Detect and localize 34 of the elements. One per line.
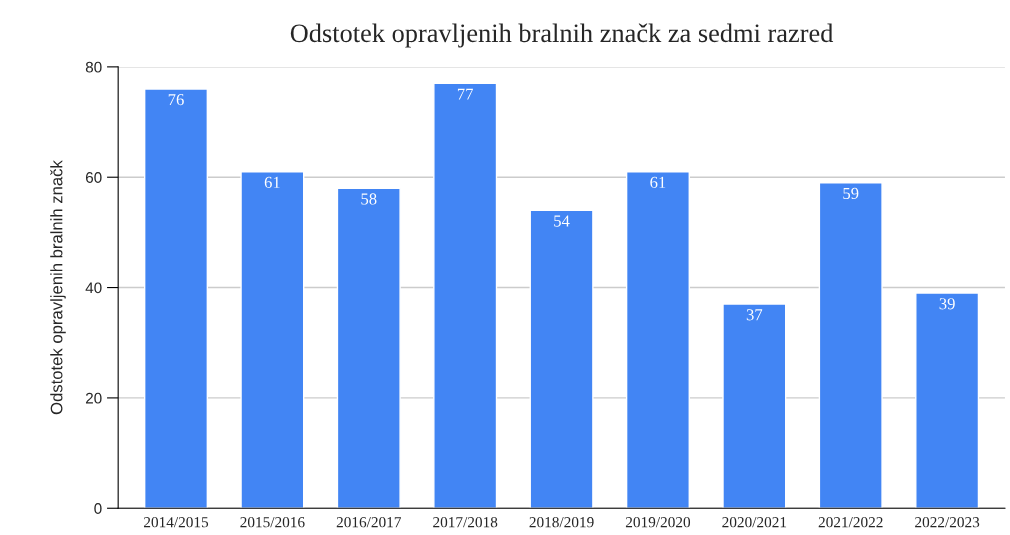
x-tick-label: 2022/2023 [915, 517, 980, 528]
x-tick-label: 2017/2018 [433, 517, 498, 528]
y-tick-label: 60 [85, 172, 102, 183]
data-label: 58 [361, 193, 377, 205]
data-label: 59 [843, 187, 859, 200]
x-tick-label: 2018/2019 [529, 517, 594, 528]
y-axis-title: Odstotek opravljenih bralnih značk [50, 160, 66, 415]
bar [625, 171, 690, 509]
data-label: 76 [168, 94, 184, 106]
bar [915, 292, 980, 509]
chart-title: Odstotek opravljenih bralnih značk za sedmi razred [290, 23, 834, 48]
x-tick-label: 2021/2022 [818, 517, 883, 528]
data-label: 54 [554, 215, 570, 227]
y-tick-label: 20 [85, 392, 102, 404]
bar [433, 82, 498, 509]
x-tick-label: 2016/2017 [336, 517, 402, 528]
bar [143, 88, 209, 509]
y-tick-label: 40 [85, 282, 102, 294]
bar [722, 303, 787, 509]
bar [529, 209, 594, 509]
y-tick-label: 80 [85, 61, 102, 73]
data-label: 61 [650, 176, 666, 189]
data-label: 61 [264, 176, 280, 189]
bar [240, 171, 305, 509]
x-tick-label: 2020/2021 [722, 517, 787, 528]
x-tick-label: 2015/2016 [240, 517, 305, 528]
y-tick-label: 0 [94, 503, 102, 514]
data-label: 77 [457, 88, 474, 100]
bar [336, 187, 401, 509]
x-tick-label: 2014/2015 [144, 517, 209, 528]
x-tick-label: 2019/2020 [625, 517, 691, 528]
data-label: 39 [939, 298, 955, 310]
data-label: 37 [746, 309, 763, 321]
bar [818, 182, 883, 509]
